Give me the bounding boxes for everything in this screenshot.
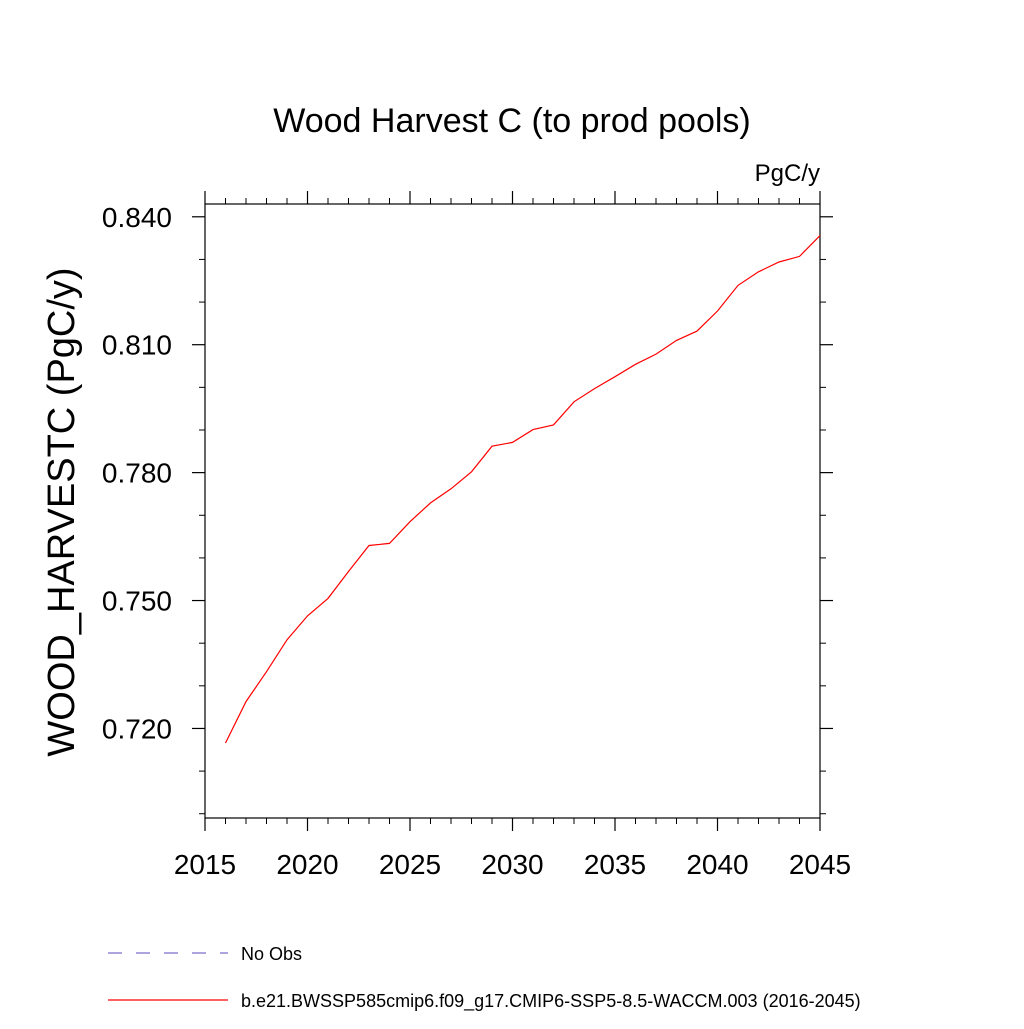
x-tick-label: 2025 — [379, 849, 441, 880]
legend-label: No Obs — [241, 944, 302, 964]
data-point — [716, 310, 719, 313]
x-tick-label: 2020 — [276, 849, 338, 880]
y-tick-label: 0.810 — [102, 330, 172, 361]
x-tick-label: 2015 — [174, 849, 236, 880]
data-point — [491, 445, 494, 448]
data-point — [429, 501, 432, 504]
data-point — [798, 255, 801, 258]
data-point — [696, 330, 699, 333]
data-point — [347, 570, 350, 573]
data-point — [655, 353, 658, 356]
x-tick-label: 2040 — [686, 849, 748, 880]
x-tick-label: 2035 — [584, 849, 646, 880]
data-point — [573, 400, 576, 403]
data-point — [757, 270, 760, 273]
data-point — [368, 544, 371, 547]
axes — [204, 203, 821, 819]
data-point — [778, 260, 781, 263]
data-point — [470, 470, 473, 473]
data-point — [511, 441, 514, 444]
data-point — [675, 339, 678, 342]
data-point — [737, 284, 740, 287]
data-point — [409, 520, 412, 523]
y-axis-label: WOOD_HARVESTC (PgC/y) — [41, 267, 83, 756]
data-point — [327, 597, 330, 600]
data-point — [614, 375, 617, 378]
y-tick-label: 0.780 — [102, 458, 172, 489]
data-point — [552, 423, 555, 426]
y-tick-label: 0.720 — [102, 713, 172, 744]
data-point — [265, 670, 268, 673]
axis-ticks: 2015 2020 2025 2030 2035 2040 2045 0.720 0.750 0.… — [102, 191, 851, 880]
y-tick-label: 0.750 — [102, 586, 172, 617]
data-point — [245, 700, 248, 703]
data-point — [388, 542, 391, 545]
data-point — [634, 363, 637, 366]
data-point — [286, 638, 289, 641]
series-line — [224, 235, 821, 744]
legend: No Obs b.e21.BWSSP585cmip6.f09_g17.CMIP6-… — [108, 944, 861, 1012]
y-tick-label: 0.840 — [102, 202, 172, 233]
data-point — [819, 234, 822, 237]
legend-label: b.e21.BWSSP585cmip6.f09_g17.CMIP6-SSP5-8… — [241, 991, 861, 1012]
chart-title: Wood Harvest C (to prod pools) — [273, 102, 750, 140]
plot-frame — [204, 203, 821, 819]
series-lines — [224, 234, 822, 744]
units-label: PgC/y — [755, 160, 820, 187]
data-point — [593, 387, 596, 390]
data-point — [224, 741, 227, 744]
x-tick-label: 2030 — [481, 849, 543, 880]
data-point — [450, 487, 453, 490]
data-point — [306, 614, 309, 617]
x-tick-label: 2045 — [789, 849, 851, 880]
data-point — [532, 428, 535, 431]
